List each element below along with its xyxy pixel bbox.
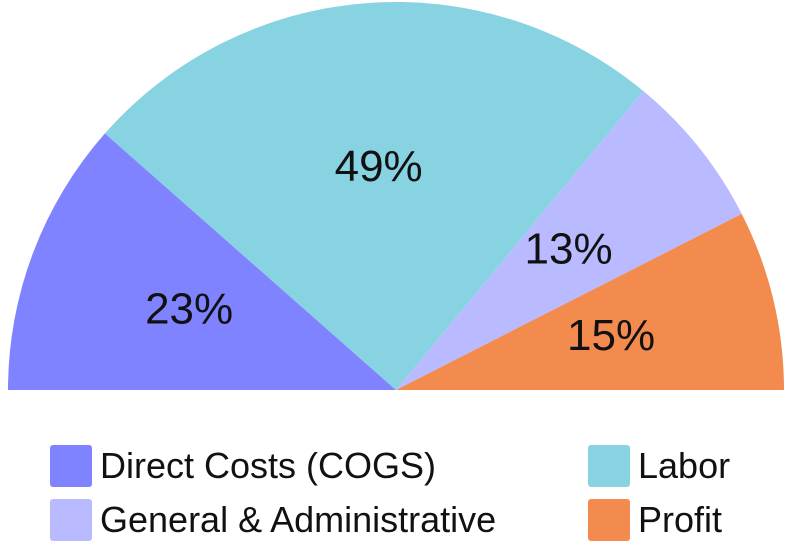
slice-label-profit: 15% — [567, 311, 655, 360]
slice-direct-costs — [8, 133, 396, 390]
slice-profit — [396, 213, 784, 390]
slice-label-general-administrative: 13% — [525, 224, 613, 273]
slice-label-direct-costs: 23% — [145, 284, 233, 333]
slice-label-labor: 49% — [335, 142, 423, 191]
slice-general-administrative — [396, 91, 742, 390]
slice-labor — [104, 1, 644, 391]
